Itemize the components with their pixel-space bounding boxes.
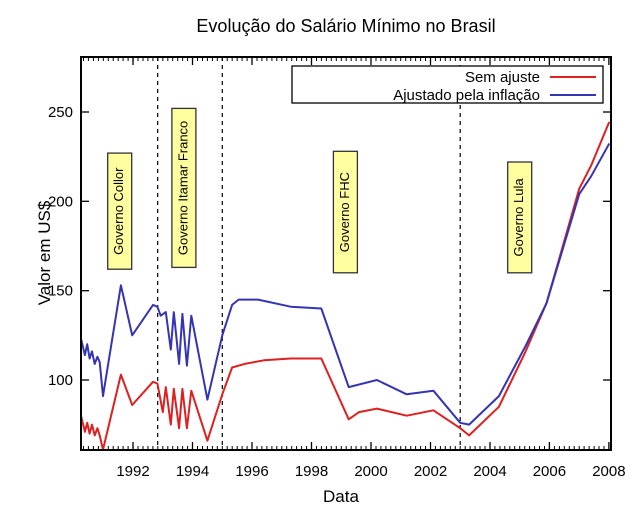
y-tick-label: 250 (48, 104, 73, 121)
y-tick-label: 150 (48, 283, 73, 300)
government-annotation-box (507, 161, 533, 274)
government-annotation-box (107, 152, 133, 270)
government-annotation-box (171, 107, 197, 269)
government-annotation-box (332, 150, 359, 274)
x-tick-label: 2006 (533, 463, 566, 480)
plot-border (80, 56, 612, 451)
x-tick-label: 2008 (592, 463, 625, 480)
y-tick-label: 200 (48, 193, 73, 210)
plot-area: 1992 1994 1996 1998 2000 2002 2004 2006 2008 100 1… (48, 56, 626, 480)
legend-entry-label: Ajustado pela inflação (393, 87, 540, 104)
government-annotation-label: Governo Lula (511, 178, 526, 257)
chart-title: Evolução do Salário Mínimo no Brasil (196, 16, 495, 36)
x-tick-label: 1998 (295, 463, 328, 480)
x-tick-label: 1992 (116, 463, 149, 480)
x-tick-label: 1994 (176, 463, 209, 480)
x-tick-label: 2002 (414, 463, 447, 480)
x-tick-label: 2004 (473, 463, 506, 480)
x-tick-label: 1996 (235, 463, 268, 480)
legend-box (291, 65, 604, 104)
government-annotation-label: Governo FHC (337, 172, 352, 252)
government-annotation-label: Governo Itamar Franco (175, 121, 190, 255)
government-annotation-label: Governo Collor (111, 167, 126, 255)
legend-entry-label: Sem ajuste (465, 69, 540, 86)
x-axis-label: Data (323, 487, 359, 506)
series-line (80, 121, 610, 451)
series-line (80, 143, 610, 426)
x-tick-label: 2000 (354, 463, 387, 480)
y-tick-label: 100 (48, 372, 73, 389)
y-axis-label: Valor em US$ (35, 200, 54, 305)
